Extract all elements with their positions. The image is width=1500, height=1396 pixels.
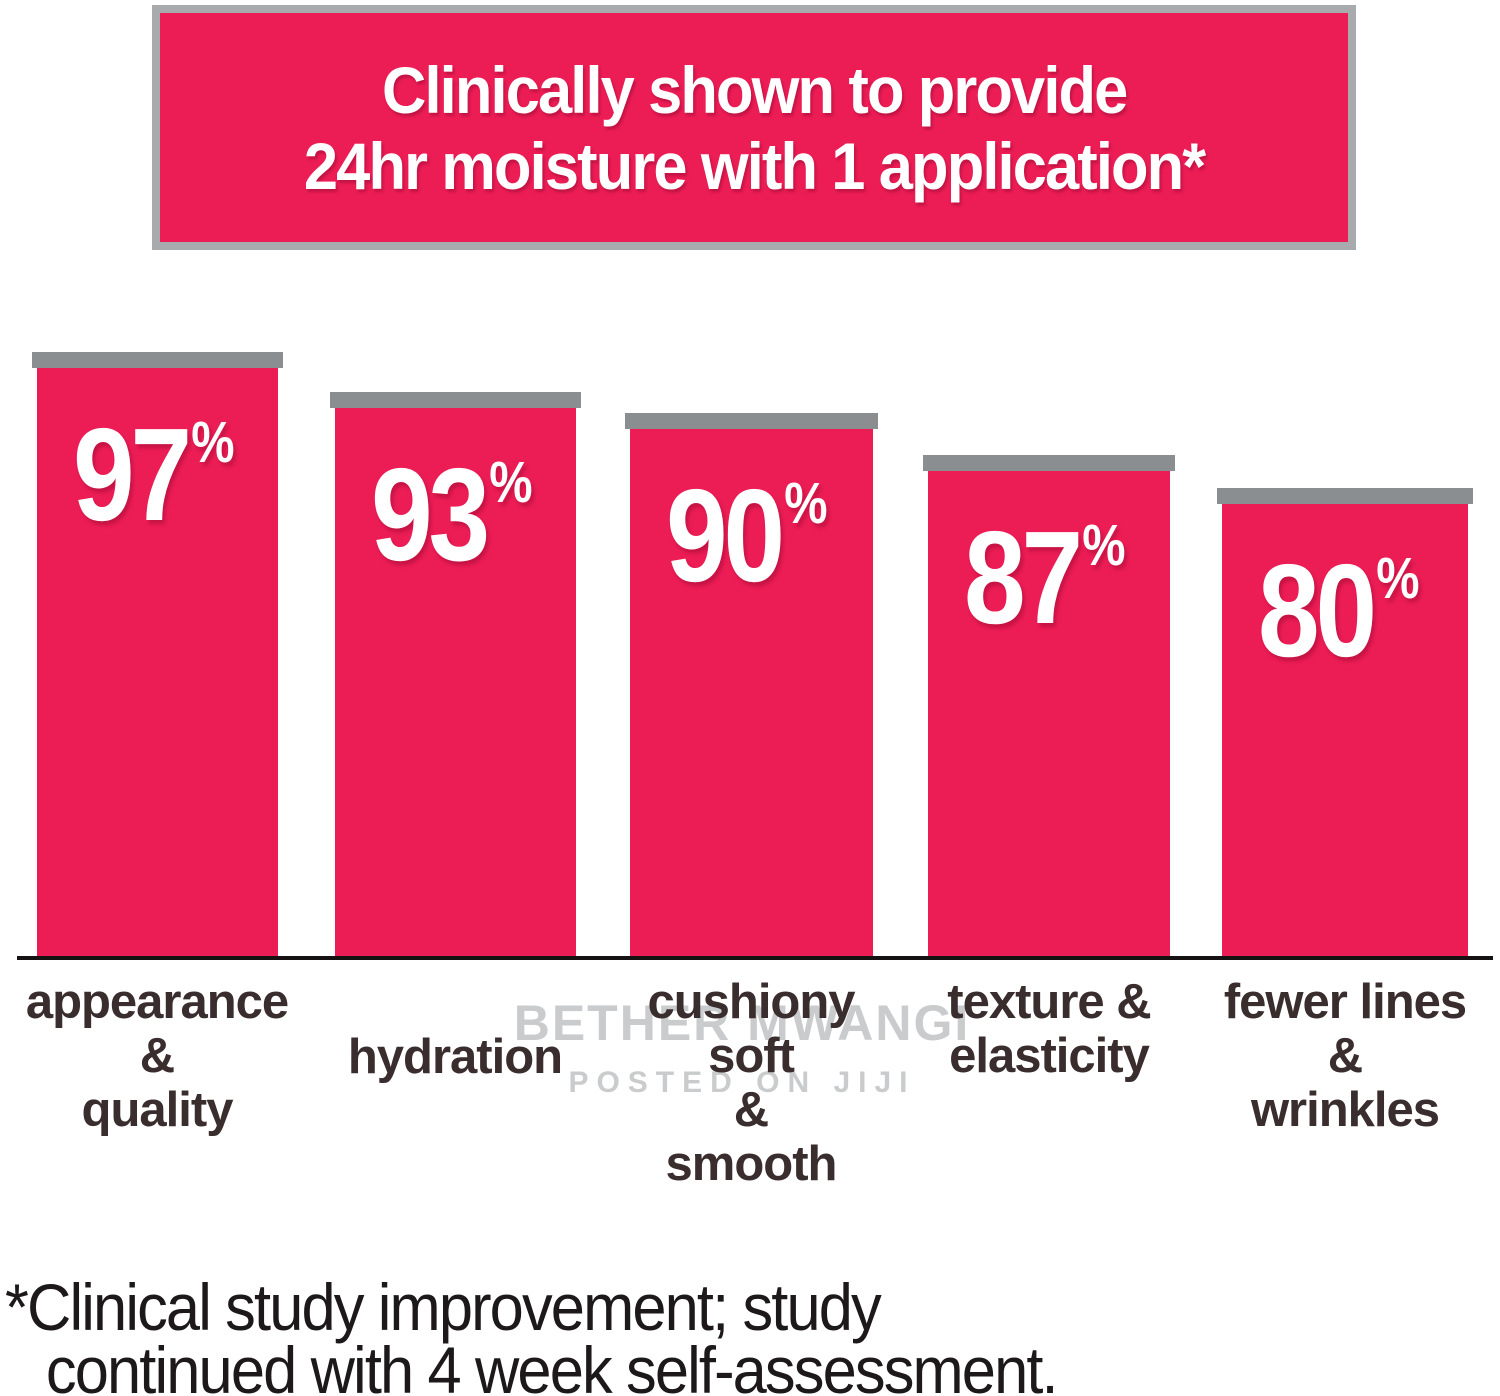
category-label-hydration: hydration (285, 1030, 625, 1084)
category-label-line: soft (708, 1029, 795, 1083)
bar-hydration: 93% (330, 392, 581, 958)
bar-cap (330, 392, 581, 408)
percent-sign: % (191, 410, 235, 475)
category-label-line: cushiony (647, 975, 855, 1029)
category-label-line: texture & (947, 975, 1151, 1029)
footnote-line-2: continued with 4 week self-assessment. (45, 1333, 1059, 1396)
category-label-appearance-quality: appearance & quality (0, 975, 327, 1137)
category-label-line: smooth (665, 1137, 838, 1191)
bar-value-number: 97 (73, 401, 192, 548)
category-label-line: quality (81, 1083, 234, 1137)
bar-value-number: 93 (371, 441, 490, 588)
bar-value-label: 87% (964, 512, 1126, 644)
percent-sign: % (489, 450, 533, 515)
watermark-line-1: BETHER MWANGI (513, 995, 971, 1051)
percent-sign: % (1082, 513, 1126, 578)
category-label-texture-elasticity: texture & elasticity (879, 975, 1219, 1083)
footnote: *Clinical study improvement; study conti… (5, 1270, 1059, 1396)
category-label-line: elasticity (949, 1029, 1150, 1083)
bar-value-number: 90 (666, 462, 785, 609)
bar-cap (32, 352, 283, 368)
bar-value-number: 80 (1258, 537, 1377, 684)
bar-value-label: 93% (371, 449, 533, 581)
banner-title-line-2: 24hr moisture with 1 application* (303, 128, 1206, 203)
bar-cap (1217, 488, 1473, 504)
bar-value-label: 97% (73, 409, 235, 541)
bar-value-label: 90% (666, 470, 828, 602)
percent-sign: % (784, 471, 828, 536)
category-label-line: hydration (347, 1030, 563, 1084)
watermark-line-2: POSTED ON JIJI (568, 1066, 916, 1099)
category-label-line: & (139, 1029, 175, 1083)
banner-title-line-1: Clinically shown to provide (381, 52, 1128, 127)
category-label-line: wrinkles (1250, 1083, 1440, 1137)
header-banner: Clinically shown to provide 24hr moistur… (152, 5, 1356, 250)
bar-texture-elasticity: 87% (923, 455, 1175, 958)
x-axis-baseline (17, 956, 1493, 960)
category-label-line: appearance (25, 975, 289, 1029)
percent-sign: % (1376, 546, 1420, 611)
bar-appearance-quality: 97% (32, 352, 283, 958)
bar-cap (923, 455, 1175, 471)
category-label-line: & (733, 1083, 769, 1137)
bar-value-label: 80% (1258, 545, 1420, 677)
bar-value-number: 87 (964, 504, 1083, 651)
bar-fewer-lines-wrinkles: 80% (1217, 488, 1473, 958)
category-label-line: fewer lines (1223, 975, 1467, 1029)
watermark: BETHER MWANGI POSTED ON JIJI (397, 998, 1087, 1098)
footnote-line-1: *Clinical study improvement; study (5, 1270, 882, 1344)
bar-cushiony-soft-smooth: 90% (625, 413, 878, 958)
category-label-cushiony-soft-smooth: cushiony soft & smooth (581, 975, 921, 1191)
category-label-fewer-lines-wrinkles: fewer lines & wrinkles (1175, 975, 1500, 1137)
category-label-line: & (1327, 1029, 1363, 1083)
bar-cap (625, 413, 878, 429)
